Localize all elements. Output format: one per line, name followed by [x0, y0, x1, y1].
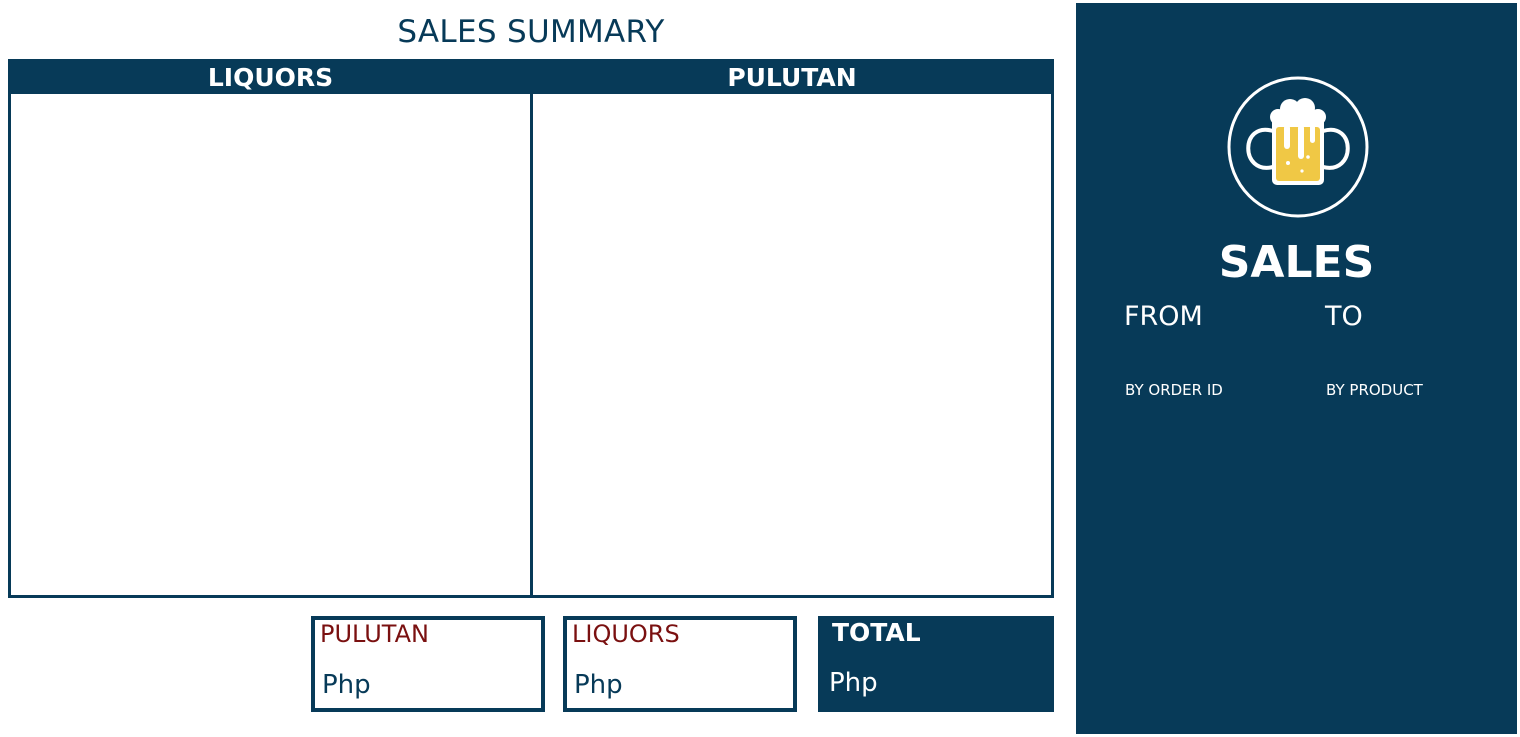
grand-total-label: TOTAL: [832, 618, 921, 647]
liquors-total-amount: Php: [574, 670, 623, 700]
grand-total-amount: Php: [829, 668, 878, 698]
pulutan-total-box: PULUTAN Php: [311, 616, 545, 712]
to-date-label: TO: [1325, 301, 1363, 332]
liquors-list-panel[interactable]: LIQUORS: [8, 59, 533, 598]
pulutan-list-panel[interactable]: PULUTAN: [530, 59, 1054, 598]
pulutan-total-label: PULUTAN: [320, 620, 429, 648]
by-order-id-option[interactable]: BY ORDER ID: [1125, 381, 1223, 399]
liquors-panel-header: LIQUORS: [11, 62, 530, 94]
liquors-total-box: LIQUORS Php: [563, 616, 797, 712]
beer-mug-icon: [1226, 75, 1370, 219]
sales-heading: SALES: [1218, 237, 1375, 288]
from-date-label: FROM: [1124, 301, 1203, 332]
sales-sidebar: SALES FROM TO BY ORDER ID BY PRODUCT: [1076, 3, 1517, 734]
pulutan-panel-header: PULUTAN: [533, 62, 1051, 94]
page-title: SALES SUMMARY: [397, 14, 665, 50]
pulutan-total-amount: Php: [322, 670, 371, 700]
liquors-total-label: LIQUORS: [572, 620, 680, 648]
by-product-option[interactable]: BY PRODUCT: [1326, 381, 1423, 399]
grand-total-box: TOTAL Php: [818, 616, 1054, 712]
